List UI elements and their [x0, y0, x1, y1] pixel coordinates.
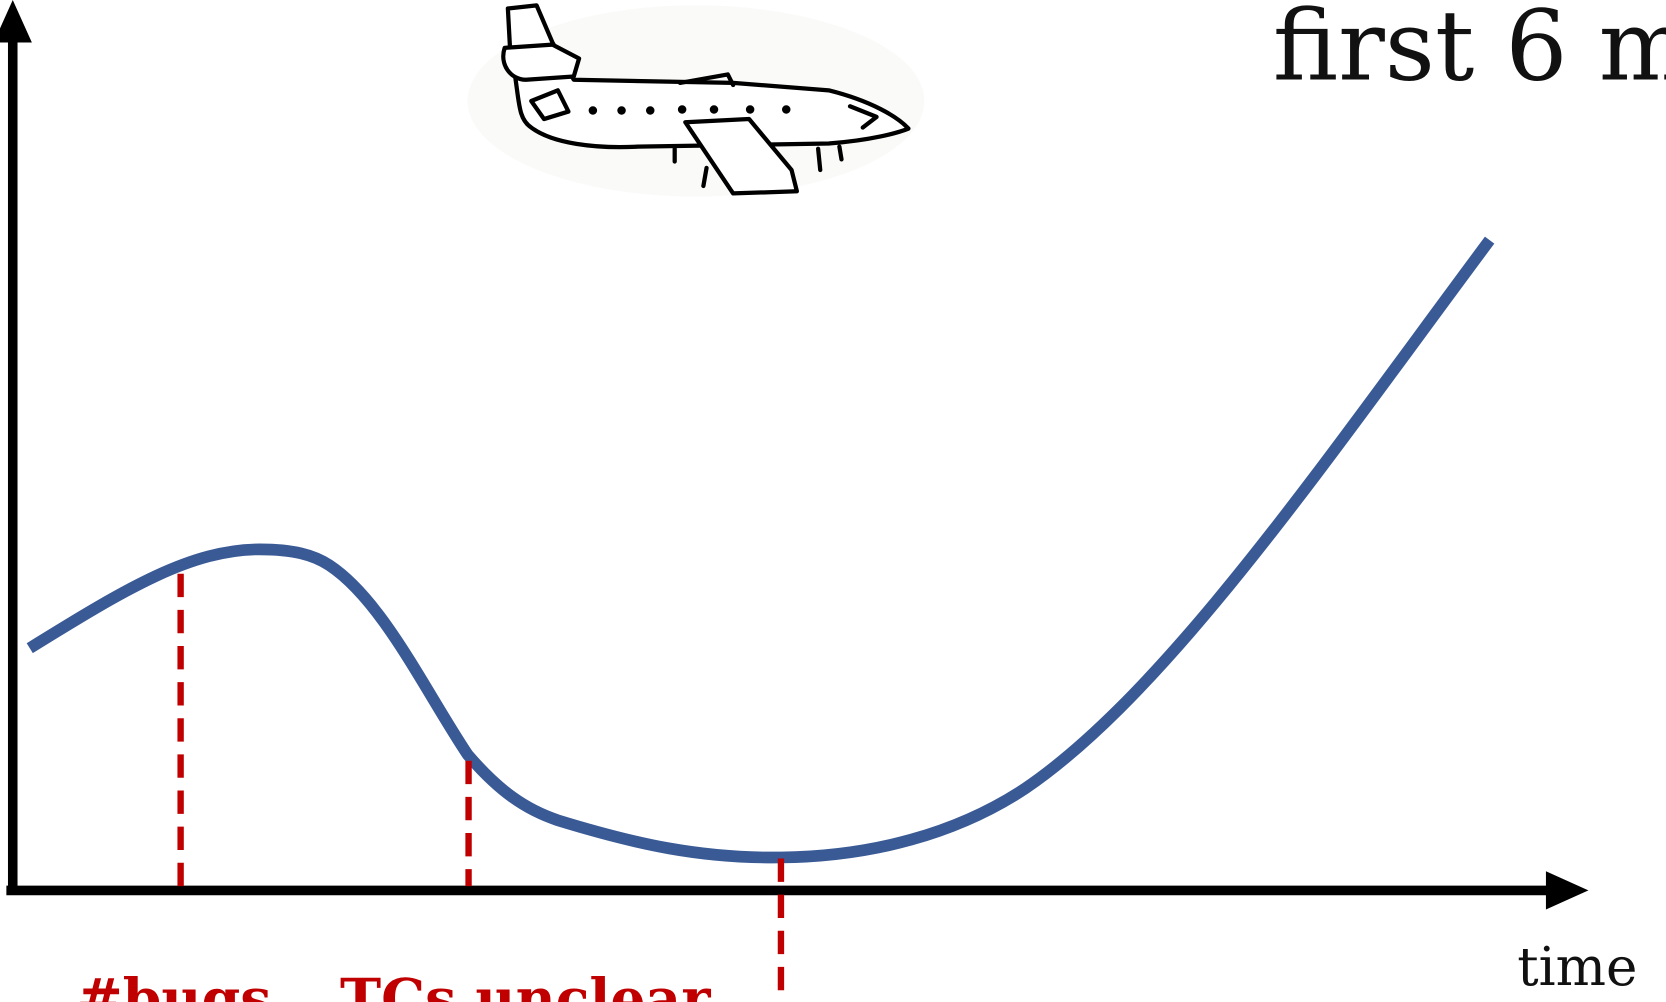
slide: first 6 m time #bugs TCs unclear. — [0, 0, 1666, 1002]
x-axis-label: time — [1517, 936, 1637, 998]
airplane-sketch — [468, 5, 925, 196]
annotation: #bugs — [77, 967, 272, 1002]
markers — [181, 574, 781, 1002]
annotation: TCs unclear. — [340, 967, 725, 1002]
y-axis-arrow — [0, 0, 32, 43]
x-axis-arrow — [1546, 871, 1589, 909]
slide-title: first 6 m — [1273, 0, 1666, 104]
page: {"header": {"title": "first 6 m"}, "axis… — [0, 0, 1666, 1002]
curve — [30, 240, 1490, 857]
